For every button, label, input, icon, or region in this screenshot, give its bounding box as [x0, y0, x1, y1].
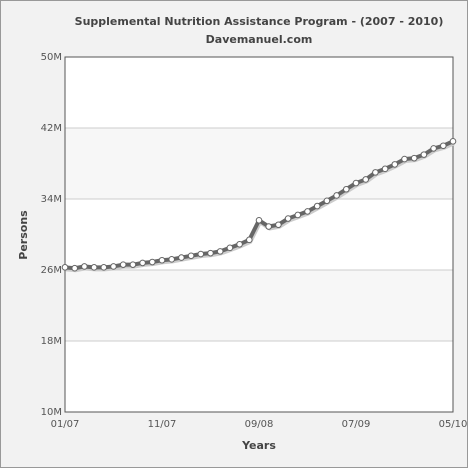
point	[401, 155, 408, 163]
point	[236, 240, 243, 248]
point	[430, 145, 437, 152]
point	[158, 256, 166, 264]
point	[304, 208, 311, 215]
point	[313, 202, 321, 210]
point	[100, 264, 108, 271]
point	[420, 151, 428, 158]
point	[391, 161, 399, 168]
x-tick-label: 09/08	[245, 419, 274, 430]
point	[333, 192, 340, 199]
point	[265, 223, 273, 230]
y-tick-label: 10M	[41, 407, 62, 418]
plot-background	[65, 57, 453, 412]
point	[61, 264, 69, 271]
point	[284, 215, 292, 222]
point	[187, 252, 195, 260]
point	[110, 263, 117, 270]
grid-band	[65, 128, 453, 199]
point	[362, 176, 370, 183]
point	[343, 185, 350, 193]
point	[81, 263, 88, 270]
y-tick-label: 42M	[41, 123, 62, 134]
point	[149, 258, 156, 266]
point	[226, 244, 234, 252]
point	[90, 264, 98, 271]
point	[207, 249, 214, 257]
y-axis-label: Persons	[17, 210, 30, 260]
grid-band	[65, 270, 453, 341]
point	[323, 197, 331, 205]
point	[255, 217, 263, 224]
point	[216, 248, 224, 255]
y-tick-label: 26M	[41, 265, 62, 276]
x-axis-label: Years	[241, 439, 276, 452]
point	[440, 142, 447, 150]
point	[119, 261, 127, 268]
point	[381, 165, 389, 173]
point	[129, 261, 137, 268]
x-tick-label: 01/07	[51, 419, 80, 430]
point	[178, 254, 185, 261]
chart-subtitle: Davemanuel.com	[206, 33, 313, 46]
point	[410, 154, 418, 162]
y-tick-label: 50M	[41, 52, 62, 63]
point	[139, 259, 146, 267]
point	[352, 179, 360, 187]
chart-title: Supplemental Nutrition Assistance Progra…	[75, 15, 444, 28]
y-tick-label: 34M	[41, 194, 62, 205]
point	[246, 236, 253, 244]
point	[294, 211, 302, 219]
point	[275, 221, 282, 229]
point	[71, 264, 78, 272]
x-tick-label: 07/09	[342, 419, 371, 430]
x-tick-label: 05/10	[439, 419, 468, 430]
point	[372, 169, 379, 176]
plot-border	[64, 56, 454, 413]
y-tick-label: 18M	[41, 336, 62, 347]
point	[449, 138, 457, 145]
point	[168, 256, 175, 263]
x-tick-label: 11/07	[148, 419, 177, 430]
point	[197, 250, 205, 258]
